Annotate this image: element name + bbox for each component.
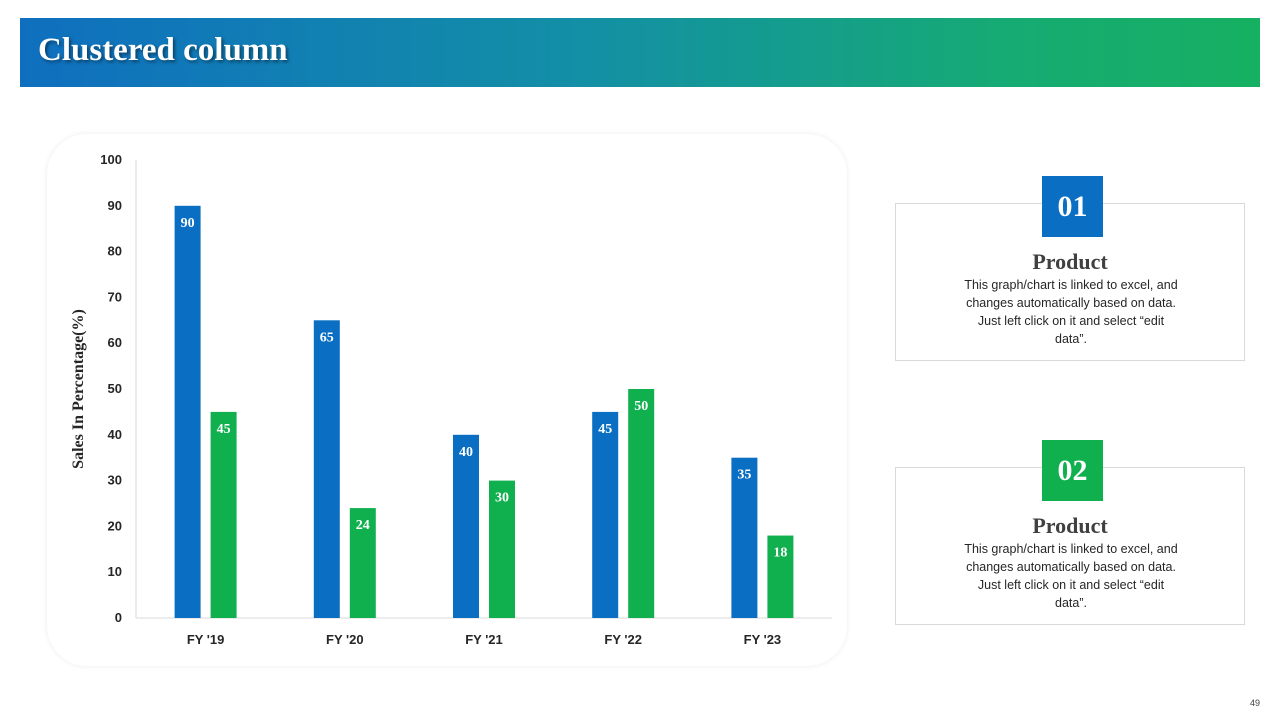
- x-tick-label: FY '22: [604, 632, 642, 647]
- y-tick-label: 40: [108, 427, 122, 442]
- info-card-1: 01 Product This graph/chart is linked to…: [895, 176, 1245, 361]
- bar: [349, 508, 376, 618]
- bar: [210, 411, 237, 618]
- bar-data-label: 50: [634, 399, 648, 414]
- y-tick-label: 0: [115, 610, 122, 625]
- card-heading: Product: [1032, 249, 1108, 274]
- bar-data-label: 24: [356, 518, 370, 533]
- card-number-badge: 01: [1042, 176, 1103, 237]
- card-description: This graph/chart is linked to excel, and…: [964, 278, 1178, 346]
- y-tick-label: 50: [108, 381, 122, 396]
- page-number: 49: [1249, 698, 1260, 708]
- x-tick-label: FY '23: [744, 632, 782, 647]
- bar-data-label: 18: [773, 546, 787, 561]
- card-heading: Product: [1032, 513, 1108, 538]
- clustered-column-chart: 0 10 20 30 40 50 60 70 80 90 100 Sales In Percentag…: [70, 152, 832, 647]
- bar-data-label: 65: [320, 330, 334, 345]
- y-tick-label: 80: [108, 244, 122, 259]
- bar: [592, 411, 619, 618]
- title-bar: Clustered column: [20, 18, 1260, 87]
- bar-data-label: 30: [495, 491, 509, 506]
- y-tick-label: 10: [108, 564, 122, 579]
- bar: [628, 389, 655, 618]
- bar: [731, 457, 758, 618]
- x-tick-label: FY '20: [326, 632, 364, 647]
- slide-title: Clustered column: [38, 32, 288, 68]
- card-number-badge: 02: [1042, 440, 1103, 501]
- y-tick-label: 100: [100, 152, 122, 167]
- bar: [767, 535, 794, 618]
- bar-data-label: 35: [737, 468, 751, 483]
- bar: [489, 480, 515, 618]
- bar-data-label: 45: [598, 422, 612, 437]
- bar-data-label: 90: [181, 216, 195, 231]
- bar: [453, 434, 479, 618]
- y-tick-label: 60: [108, 335, 122, 350]
- info-card-2: 02 Product This graph/chart is linked to…: [895, 440, 1245, 625]
- card-description: This graph/chart is linked to excel, and…: [964, 542, 1178, 610]
- x-tick-label: FY '19: [187, 632, 225, 647]
- bar: [174, 205, 201, 619]
- bar: [313, 320, 340, 618]
- y-tick-label: 30: [108, 473, 122, 488]
- y-axis-title: Sales In Percentage(%): [70, 309, 87, 469]
- bar-data-label: 40: [459, 445, 473, 460]
- y-tick-label: 70: [108, 289, 122, 304]
- chart-card: 0 10 20 30 40 50 60 70 80 90 100 Sales In Percentag…: [47, 134, 847, 666]
- bar-data-label: 45: [217, 422, 231, 437]
- x-tick-label: FY '21: [465, 632, 503, 647]
- y-tick-label: 90: [108, 198, 122, 213]
- y-tick-label: 20: [108, 518, 122, 533]
